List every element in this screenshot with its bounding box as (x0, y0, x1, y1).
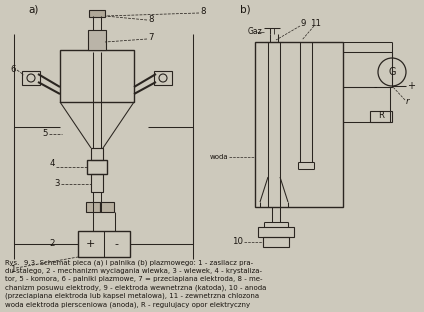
Text: woda elektroda piersceniowa (anoda), R - regulujacy opor elektryczny: woda elektroda piersceniowa (anoda), R -… (5, 301, 250, 308)
Bar (78, 231, 130, 257)
Bar (91, 174, 103, 192)
Text: 8: 8 (148, 16, 153, 25)
Text: chanizm posuwu elektrody, 9 - elektroda wewnetrzna (katoda), 10 - anoda: chanizm posuwu elektrody, 9 - elektroda … (5, 285, 266, 291)
Text: a): a) (28, 4, 39, 14)
Text: 9: 9 (300, 19, 306, 28)
Text: G: G (388, 67, 396, 77)
Text: +: + (85, 239, 95, 249)
Text: Gaz: Gaz (248, 27, 263, 37)
Bar (255, 42, 343, 207)
Bar (60, 50, 134, 102)
Bar (89, 10, 105, 17)
Bar (154, 71, 172, 85)
Bar (100, 202, 114, 212)
Text: 10: 10 (232, 237, 243, 246)
Text: +: + (407, 81, 415, 91)
Text: r: r (406, 97, 410, 106)
Text: -: - (114, 239, 118, 249)
Bar (258, 227, 294, 237)
Text: 7: 7 (148, 32, 153, 41)
Bar (263, 237, 289, 247)
Text: tor, 5 - komora, 6 - palniki plazmowe, 7 = przeciapiana elektroda, 8 - me-: tor, 5 - komora, 6 - palniki plazmowe, 7… (5, 276, 262, 282)
Text: 1: 1 (10, 266, 16, 275)
Text: woda: woda (209, 154, 228, 160)
Bar (370, 111, 392, 122)
Bar (86, 202, 100, 212)
Text: du stalego, 2 - mechanizm wyciagania wlewka, 3 - wlewek, 4 - krystaliza-: du stalego, 2 - mechanizm wyciagania wle… (5, 268, 262, 274)
Bar (88, 30, 106, 50)
Text: b): b) (240, 4, 251, 14)
Text: Rys.  9.3. Schemat pieca (a) i palnika (b) plazmowego: 1 - zasilacz pra-: Rys. 9.3. Schemat pieca (a) i palnika (b… (5, 260, 253, 266)
Text: 11: 11 (310, 19, 321, 28)
Text: 3: 3 (55, 179, 60, 188)
Text: 2: 2 (50, 240, 55, 248)
Text: (przeciapiana elektroda lub kapsel metalowa), 11 - zewnetrzna chlozona: (przeciapiana elektroda lub kapsel metal… (5, 293, 259, 299)
Text: 8: 8 (200, 7, 206, 17)
Text: R: R (378, 111, 384, 120)
Text: -: - (373, 82, 377, 92)
Bar (91, 148, 103, 160)
Text: 5: 5 (42, 129, 48, 139)
Bar (22, 71, 40, 85)
Text: 4: 4 (50, 159, 55, 168)
Bar (87, 160, 107, 174)
Text: 6: 6 (11, 65, 16, 74)
